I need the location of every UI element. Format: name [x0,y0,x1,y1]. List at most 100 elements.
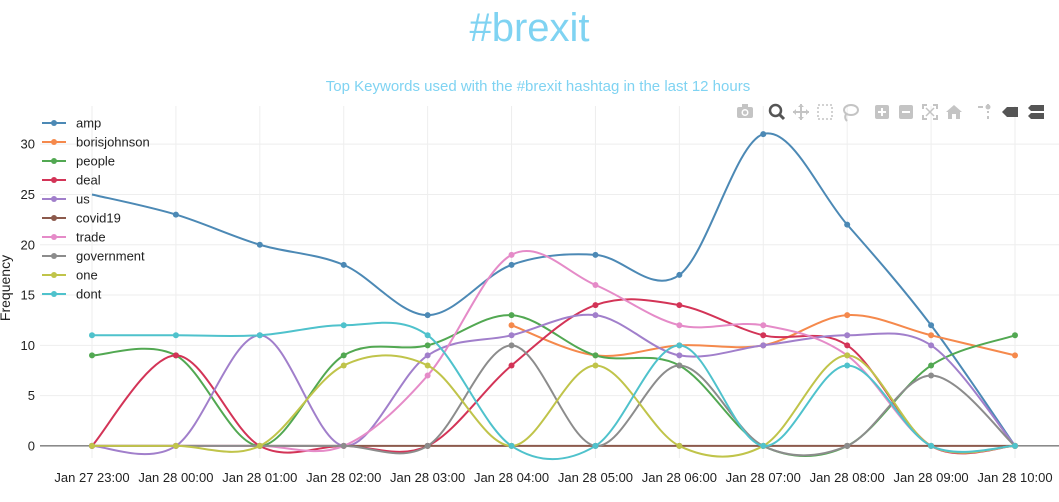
data-point[interactable] [424,342,431,349]
data-point[interactable] [928,342,935,349]
legend-item-amp[interactable]: amp [42,116,101,131]
camera-icon[interactable]: Download plot as a png [737,104,753,118]
data-point[interactable] [172,352,179,359]
data-point[interactable] [172,442,179,449]
data-point[interactable] [89,352,95,359]
series-government[interactable] [89,342,1018,457]
series-line[interactable] [91,313,1016,456]
data-point[interactable] [928,332,935,339]
data-point[interactable] [1012,352,1018,359]
series-one[interactable] [89,352,1018,458]
data-point[interactable] [844,362,851,369]
series-line[interactable] [91,354,1016,458]
data-point[interactable] [676,322,683,329]
data-point[interactable] [928,322,935,329]
legend-item-borisjohnson[interactable]: borisjohnson [42,135,150,150]
data-point[interactable] [676,442,683,449]
data-point[interactable] [508,251,515,258]
data-point[interactable] [760,322,767,329]
data-point[interactable] [508,322,515,329]
modebar-toolbar[interactable]: Download plot as a png Zoom Pan Box Select L… [737,103,1044,122]
zoom-out-icon[interactable]: Zoom out [899,105,913,119]
data-point[interactable] [424,352,431,359]
data-point[interactable] [89,442,95,449]
data-point[interactable] [340,442,347,449]
data-point[interactable] [340,261,347,268]
zoom-icon[interactable]: Zoom [768,103,786,121]
data-point[interactable] [676,342,683,349]
data-point[interactable] [844,442,851,449]
series-lines[interactable] [89,131,1018,461]
data-point[interactable] [340,352,347,359]
data-point[interactable] [760,332,767,339]
data-point[interactable] [592,362,599,369]
series-line[interactable] [91,132,1016,447]
data-point[interactable] [424,332,431,339]
data-point[interactable] [676,271,683,278]
data-point[interactable] [1012,442,1018,449]
series-dont[interactable] [89,321,1018,461]
legend-item-one[interactable]: one [42,268,98,283]
data-point[interactable] [256,442,263,449]
data-point[interactable] [592,302,599,309]
zoom-in-icon[interactable]: Zoom in [875,105,889,119]
data-point[interactable] [760,342,767,349]
data-point[interactable] [592,281,599,288]
data-point[interactable] [424,442,431,449]
data-point[interactable] [844,221,851,228]
hover-compare-icon[interactable]: Compare data on hover [1028,105,1044,119]
legend[interactable]: amp borisjohnson people deal us covid19 trade g… [42,116,150,302]
legend-item-covid19[interactable]: covid19 [42,211,121,226]
data-point[interactable] [676,362,683,369]
data-point[interactable] [424,372,431,379]
data-point[interactable] [844,312,851,319]
data-point[interactable] [508,362,515,369]
data-point[interactable] [592,312,599,319]
spike-lines-icon[interactable]: Toggle Spike Lines [978,104,991,119]
data-point[interactable] [172,211,179,218]
home-icon[interactable]: Reset axes [946,105,962,119]
legend-item-government[interactable]: government [42,249,145,264]
data-point[interactable] [424,362,431,369]
data-point[interactable] [1012,332,1018,339]
data-point[interactable] [340,362,347,369]
data-point[interactable] [508,312,515,319]
data-point[interactable] [256,241,263,248]
legend-item-dont[interactable]: dont [42,287,102,302]
data-point[interactable] [676,302,683,309]
box-select-icon[interactable]: Box Select [817,104,833,120]
data-point[interactable] [340,322,347,329]
data-point[interactable] [928,372,935,379]
data-point[interactable] [592,251,599,258]
hover-closest-icon[interactable]: Show closest data on hover [1002,107,1018,117]
data-point[interactable] [760,442,767,449]
data-point[interactable] [592,442,599,449]
data-point[interactable] [676,352,683,359]
data-point[interactable] [508,332,515,339]
data-point[interactable] [592,352,599,359]
data-point[interactable] [844,332,851,339]
data-point[interactable] [172,332,179,339]
data-point[interactable] [508,442,515,449]
x-tick-label: Jan 28 06:00 [642,470,717,485]
pan-icon[interactable]: Pan [793,104,809,120]
series-line[interactable] [91,298,1016,455]
legend-item-us[interactable]: us [42,192,90,207]
data-point[interactable] [424,312,431,319]
data-point[interactable] [928,362,935,369]
lasso-select-icon[interactable]: Lasso Select [843,104,859,122]
data-point[interactable] [844,342,851,349]
data-point[interactable] [508,342,515,349]
autoscale-icon[interactable]: Autoscale [922,104,938,120]
legend-item-deal[interactable]: deal [42,173,101,188]
data-point[interactable] [89,332,95,339]
legend-item-people[interactable]: people [42,154,115,169]
series-amp[interactable] [91,131,1018,449]
data-point[interactable] [256,332,263,339]
legend-item-trade[interactable]: trade [42,230,106,245]
data-point[interactable] [928,442,935,449]
data-point[interactable] [844,352,851,359]
data-point[interactable] [508,261,515,268]
data-point[interactable] [760,131,767,138]
